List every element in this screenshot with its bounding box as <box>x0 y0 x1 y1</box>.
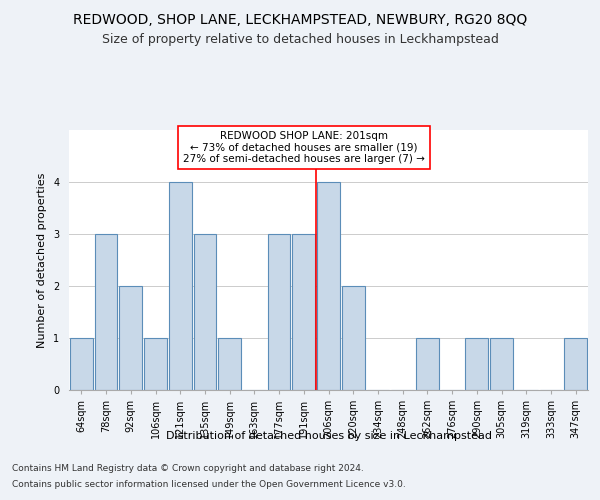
Text: Size of property relative to detached houses in Leckhampstead: Size of property relative to detached ho… <box>101 32 499 46</box>
Bar <box>490 338 513 390</box>
Bar <box>564 338 587 390</box>
Bar <box>268 234 290 390</box>
Bar <box>218 338 241 390</box>
Bar <box>144 338 167 390</box>
Bar <box>342 286 365 390</box>
Bar <box>194 234 216 390</box>
Bar <box>95 234 118 390</box>
Text: Contains HM Land Registry data © Crown copyright and database right 2024.: Contains HM Land Registry data © Crown c… <box>12 464 364 473</box>
Bar <box>416 338 439 390</box>
Text: REDWOOD, SHOP LANE, LECKHAMPSTEAD, NEWBURY, RG20 8QQ: REDWOOD, SHOP LANE, LECKHAMPSTEAD, NEWBU… <box>73 12 527 26</box>
Bar <box>466 338 488 390</box>
Bar <box>119 286 142 390</box>
Text: Contains public sector information licensed under the Open Government Licence v3: Contains public sector information licen… <box>12 480 406 489</box>
Text: REDWOOD SHOP LANE: 201sqm
← 73% of detached houses are smaller (19)
27% of semi-: REDWOOD SHOP LANE: 201sqm ← 73% of detac… <box>183 131 425 164</box>
Y-axis label: Number of detached properties: Number of detached properties <box>37 172 47 348</box>
Bar <box>317 182 340 390</box>
Bar <box>292 234 315 390</box>
Bar <box>169 182 191 390</box>
Text: Distribution of detached houses by size in Leckhampstead: Distribution of detached houses by size … <box>166 431 492 441</box>
Bar <box>70 338 93 390</box>
